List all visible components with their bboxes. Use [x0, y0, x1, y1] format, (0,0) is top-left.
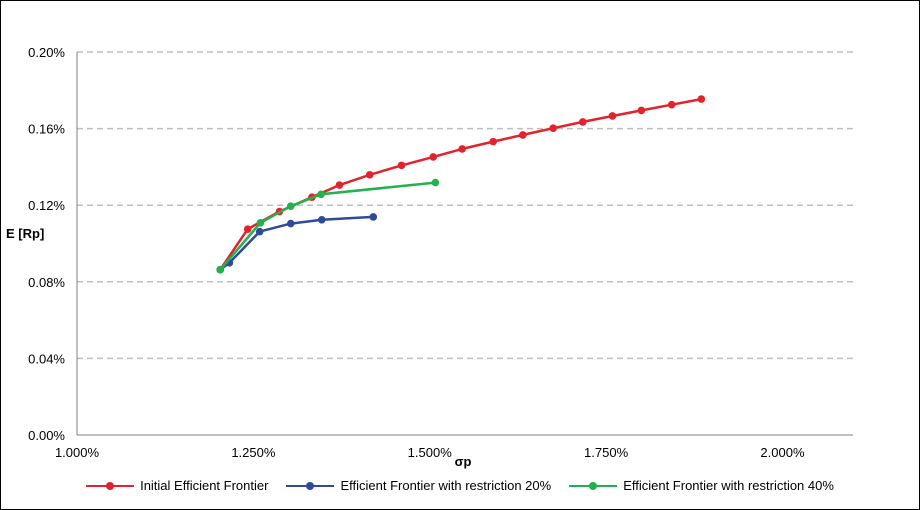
legend-swatch [286, 481, 335, 491]
x-tick-label: 1.000% [55, 445, 100, 460]
legend-swatch [569, 481, 618, 491]
data-point [369, 213, 378, 221]
legend-item: Efficient Frontier with restriction 40% [569, 478, 834, 493]
legend-label: Efficient Frontier with restriction 40% [623, 478, 834, 493]
x-axis-title: σp [455, 454, 472, 469]
y-axis-title: E [Rp] [6, 226, 44, 241]
data-point [637, 106, 646, 115]
tick-labels: 0.00% 0.04% 0.08% 0.12% 0.16% 0.20% 1.000% 1.25… [28, 45, 805, 460]
data-point [317, 190, 325, 199]
data-point [608, 112, 617, 120]
data-point [286, 202, 295, 210]
data-point [458, 145, 466, 153]
legend-label: Initial Efficient Frontier [140, 478, 269, 493]
legend-swatch [86, 481, 135, 491]
data-point [489, 137, 498, 146]
data-point [317, 215, 326, 224]
series-3 [216, 178, 440, 274]
series-lines [216, 95, 706, 274]
series-2 [216, 213, 378, 274]
data-point [286, 219, 295, 228]
y-tick-label: 0.08% [28, 275, 65, 290]
data-point [335, 181, 344, 189]
data-point [243, 225, 252, 233]
data-point [365, 170, 374, 179]
data-point [697, 95, 706, 103]
data-point [549, 124, 557, 133]
data-point [431, 178, 440, 187]
data-point [429, 153, 438, 161]
gridlines [77, 51, 853, 360]
y-tick-label: 0.04% [28, 351, 65, 366]
data-point [519, 131, 527, 139]
x-tick-label: 1.750% [584, 445, 629, 460]
data-point [667, 100, 676, 109]
legend-item: Efficient Frontier with restriction 20% [286, 478, 551, 493]
data-point [397, 161, 406, 170]
data-point [216, 265, 225, 274]
y-tick-label: 0.20% [28, 45, 65, 60]
x-tick-label: 1.250% [231, 445, 276, 460]
x-tick-label: 1.500% [408, 445, 453, 460]
data-point [256, 219, 265, 227]
legend-label: Efficient Frontier with restriction 20% [340, 478, 552, 493]
data-point [579, 118, 587, 126]
legend-item: Initial Efficient Frontier [86, 478, 268, 493]
y-tick-label: 0.12% [28, 198, 65, 213]
series-1 [216, 95, 706, 274]
series-line [219, 97, 702, 271]
data-point [255, 227, 264, 236]
x-tick-label: 2.000% [760, 445, 805, 460]
chart-legend: Initial Efficient Frontier Efficient Fron… [0, 478, 920, 493]
y-tick-label: 0.16% [28, 122, 65, 137]
y-tick-label: 0.00% [28, 428, 65, 443]
